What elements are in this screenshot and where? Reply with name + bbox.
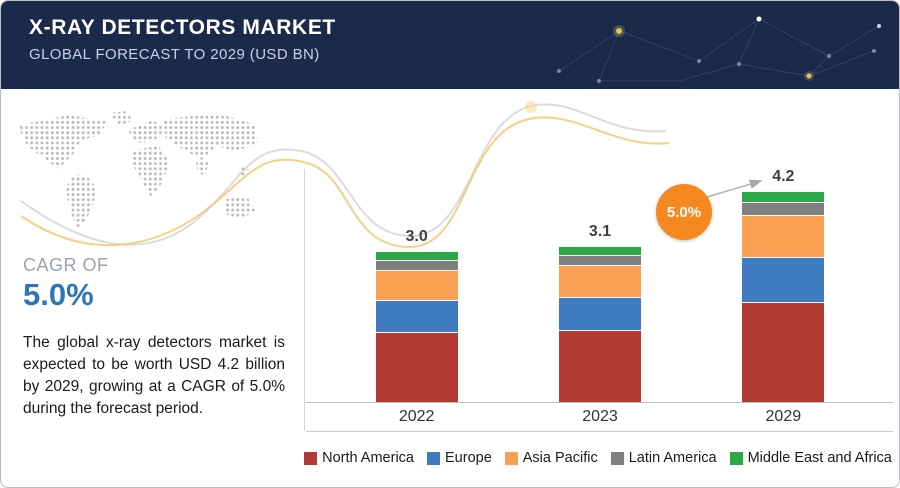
legend-item-europe: Europe (427, 450, 492, 466)
legend-item-latin-america: Latin America (610, 450, 717, 466)
segment-latin-america (558, 254, 641, 265)
legend-item-asia-pacific: Asia Pacific (504, 450, 598, 466)
segment-middle-east-and-africa (375, 252, 458, 260)
segment-latin-america (375, 259, 458, 270)
segment-asia-pacific (375, 269, 458, 300)
bar-column-2023: 3.1 (558, 223, 641, 402)
segment-north-america (375, 332, 458, 402)
legend-label: Asia Pacific (522, 450, 598, 466)
y-axis-line (304, 169, 305, 431)
bar-stack (742, 192, 825, 402)
cagr-value: 5.0% (23, 277, 94, 312)
bar-total-label: 3.0 (405, 228, 428, 245)
segment-europe (375, 299, 458, 332)
legend: North America Europe Asia Pacific Latin Ame… (301, 450, 895, 466)
legend-label: North America (322, 450, 414, 466)
legend-item-north-america: North America (304, 450, 414, 466)
segment-europe (558, 297, 641, 330)
bar-column-2029: 4.2 (742, 168, 825, 402)
sidebar: CAGR OF 5.0% The global x-ray detectors … (1, 89, 301, 487)
legend-label: Europe (445, 450, 492, 466)
x-axis-bottom-line (306, 431, 893, 432)
bar-stack (375, 252, 458, 402)
segment-north-america (558, 329, 641, 402)
bar-total-label: 4.2 (772, 168, 795, 185)
x-axis: 2022 2023 2029 (325, 408, 875, 426)
market-description: The global x-ray detectors market is exp… (23, 334, 285, 417)
legend-label: Latin America (628, 450, 717, 466)
legend-swatch (427, 451, 440, 465)
segment-asia-pacific (558, 264, 641, 297)
legend-label: Middle East and Africa (747, 450, 892, 466)
segment-middle-east-and-africa (742, 192, 825, 202)
bar-chart: 3.0 3.1 4.2 2022 2023 2029 5.0% North Americ… (301, 89, 899, 487)
x-axis-line (306, 402, 893, 403)
report-title: X-RAY DETECTORS MARKET (29, 16, 336, 39)
growth-badge: 5.0% (656, 184, 712, 240)
header: X-RAY DETECTORS MARKET GLOBAL FORECAST T… (1, 1, 899, 89)
x-axis-label-2029: 2029 (765, 408, 802, 425)
segment-middle-east-and-africa (558, 247, 641, 255)
network-decoration (557, 16, 881, 83)
cagr-label: CAGR OF (23, 255, 109, 275)
bar-column-2022: 3.0 (375, 228, 458, 402)
segment-europe (742, 257, 825, 302)
report-subtitle: GLOBAL FORECAST TO 2029 (USD BN) (29, 46, 320, 63)
bar-group: 3.0 3.1 4.2 (325, 152, 875, 402)
segment-north-america (742, 302, 825, 402)
segment-asia-pacific (742, 214, 825, 257)
segment-latin-america (742, 202, 825, 215)
legend-item-middle-east-and-africa: Middle East and Africa (729, 450, 892, 466)
legend-swatch (304, 451, 318, 465)
world-map (17, 111, 259, 229)
x-axis-label-2023: 2023 (582, 408, 618, 425)
bar-stack (558, 247, 641, 402)
legend-swatch (504, 451, 518, 465)
x-axis-label-2022: 2022 (398, 408, 435, 425)
legend-swatch (729, 451, 743, 465)
legend-swatch (610, 451, 624, 465)
bar-total-label: 3.1 (588, 223, 612, 240)
